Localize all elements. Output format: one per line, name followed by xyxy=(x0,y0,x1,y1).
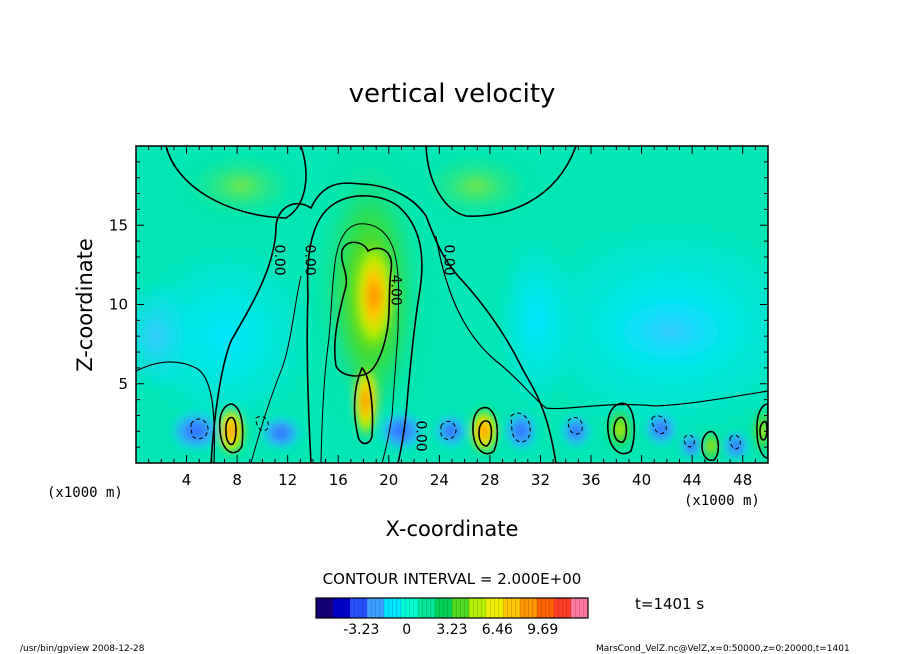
footer-right: MarsCond_VelZ.nc@VelZ,x=0:50000,z=0:2000… xyxy=(596,644,850,654)
x-tick-label: 8 xyxy=(232,471,242,489)
contour-neg-26 xyxy=(440,420,457,440)
colorbar-segment xyxy=(418,598,436,618)
contour-neg-31 xyxy=(510,412,531,443)
contour-labels: 0.00 0.00 4.00 0.00 0.00 xyxy=(271,245,456,452)
x-tick-label: 32 xyxy=(531,471,550,489)
field-down-44 xyxy=(679,432,703,460)
field-cyan-left xyxy=(136,241,316,431)
colorbar-tick-label: 9.69 xyxy=(527,622,558,638)
x-tick-label: 40 xyxy=(632,471,651,489)
field-green-top-right xyxy=(416,151,536,221)
contour-interval-text: CONTOUR INTERVAL = 2.000E+00 xyxy=(323,570,582,588)
contour-updraft-lower xyxy=(353,366,374,445)
contour-cell-8-inner xyxy=(225,416,237,446)
colorbar-segment xyxy=(537,598,555,618)
contour-cell-49 xyxy=(756,403,768,459)
colorbar-segment xyxy=(486,598,504,618)
field-down-31 xyxy=(503,409,539,453)
x-axis-title: X-coordinate xyxy=(386,517,519,541)
colorbar-segment xyxy=(469,598,487,618)
field-down-12 xyxy=(259,415,303,451)
y-tick-label: 15 xyxy=(109,216,128,234)
contour-top-left xyxy=(165,146,307,219)
plot-area xyxy=(136,146,768,463)
contour-neg-44 xyxy=(683,434,695,448)
colorbar-segment xyxy=(503,598,521,618)
contour-label: 0.00 xyxy=(440,245,456,276)
contour-left-inner xyxy=(250,275,302,463)
contour-neg-4 xyxy=(190,418,209,440)
contour-neg-35 xyxy=(567,417,583,435)
x-tick-label: 48 xyxy=(733,471,752,489)
contour-cell-28-inner xyxy=(478,420,493,447)
time-label: t=1401 s xyxy=(635,595,704,613)
contour-updraft-2 xyxy=(320,223,400,463)
chart-title: vertical velocity xyxy=(349,79,556,109)
colorbar-segment xyxy=(520,598,538,618)
contour-cell-45 xyxy=(701,430,720,462)
colorbar-segment xyxy=(316,598,334,618)
contour-label: 0.00 xyxy=(271,245,287,276)
y-tick-label: 10 xyxy=(109,296,128,314)
contour-cell-49-inner xyxy=(759,420,768,441)
contour-cell-38-inner xyxy=(613,416,628,443)
colorbar: -3.23 0 3.23 6.46 9.69 xyxy=(315,597,589,638)
colorbar-segment xyxy=(401,598,419,618)
field-updraft-core-upper xyxy=(352,236,396,356)
colorbar-frame xyxy=(315,597,589,619)
colorbar-tick-label: 6.46 xyxy=(482,622,513,638)
colorbar-tick-label: 0 xyxy=(402,622,411,638)
field-cell-49 xyxy=(752,405,768,457)
field-down-26 xyxy=(433,413,469,449)
x-tick-label: 28 xyxy=(480,471,499,489)
colorbar-segment xyxy=(435,598,453,618)
contour-updraft-1 xyxy=(306,195,423,463)
y-axis-title: Z-coordinate xyxy=(73,238,97,372)
x-tick-label: 24 xyxy=(430,471,449,489)
contour-label: 0.00 xyxy=(301,245,317,276)
contour-neg-47 xyxy=(729,434,741,450)
contour-cell-38 xyxy=(607,402,636,455)
colorbar-tick-label: 3.23 xyxy=(436,622,467,638)
colorbar-segment xyxy=(554,598,572,618)
field-blue-left xyxy=(136,276,196,396)
contour-label: 0.00 xyxy=(413,420,429,451)
x-tick-label: 44 xyxy=(683,471,702,489)
colorbar-tick-label: -3.23 xyxy=(343,622,379,638)
contour-zero-right xyxy=(435,235,768,410)
x-tick-label: 20 xyxy=(379,471,398,489)
field-green-top-left xyxy=(181,151,301,221)
contour-cell-8 xyxy=(218,403,244,454)
colorbar-segment xyxy=(384,598,402,618)
contour-updraft-4 xyxy=(333,241,393,377)
x-unit-label-right: (x1000 m) xyxy=(684,493,760,509)
x-tick-label: 16 xyxy=(329,471,348,489)
x-tick-label: 4 xyxy=(182,471,192,489)
field-down-20 xyxy=(376,409,426,453)
contour-top-right xyxy=(425,146,577,217)
field-cyan-midright xyxy=(496,231,576,411)
field-down-47 xyxy=(722,430,750,462)
contour-zero-left xyxy=(136,361,215,463)
colorbar-segment xyxy=(350,598,368,618)
colorbar-segment xyxy=(333,598,351,618)
contour-zero-outer xyxy=(210,182,557,463)
contour-neg-41 xyxy=(651,415,667,434)
y-tick-label: 5 xyxy=(118,375,128,393)
colorbar-segment xyxy=(367,598,385,618)
footer-left: /usr/bin/gpview 2008-12-28 xyxy=(20,644,145,654)
field-down-4 xyxy=(168,409,224,453)
field-cell-38 xyxy=(605,405,635,453)
field-blue-right xyxy=(601,291,741,371)
x-tick-label: 36 xyxy=(581,471,600,489)
x-tick-label: 12 xyxy=(278,471,297,489)
contour-cell-28 xyxy=(472,406,499,455)
contour-label: 4.00 xyxy=(387,275,403,306)
colorbar-segment xyxy=(571,598,589,618)
field-down-35 xyxy=(560,413,592,449)
colorbar-segment xyxy=(452,598,470,618)
x-unit-label-left: (x1000 m) xyxy=(47,485,123,501)
